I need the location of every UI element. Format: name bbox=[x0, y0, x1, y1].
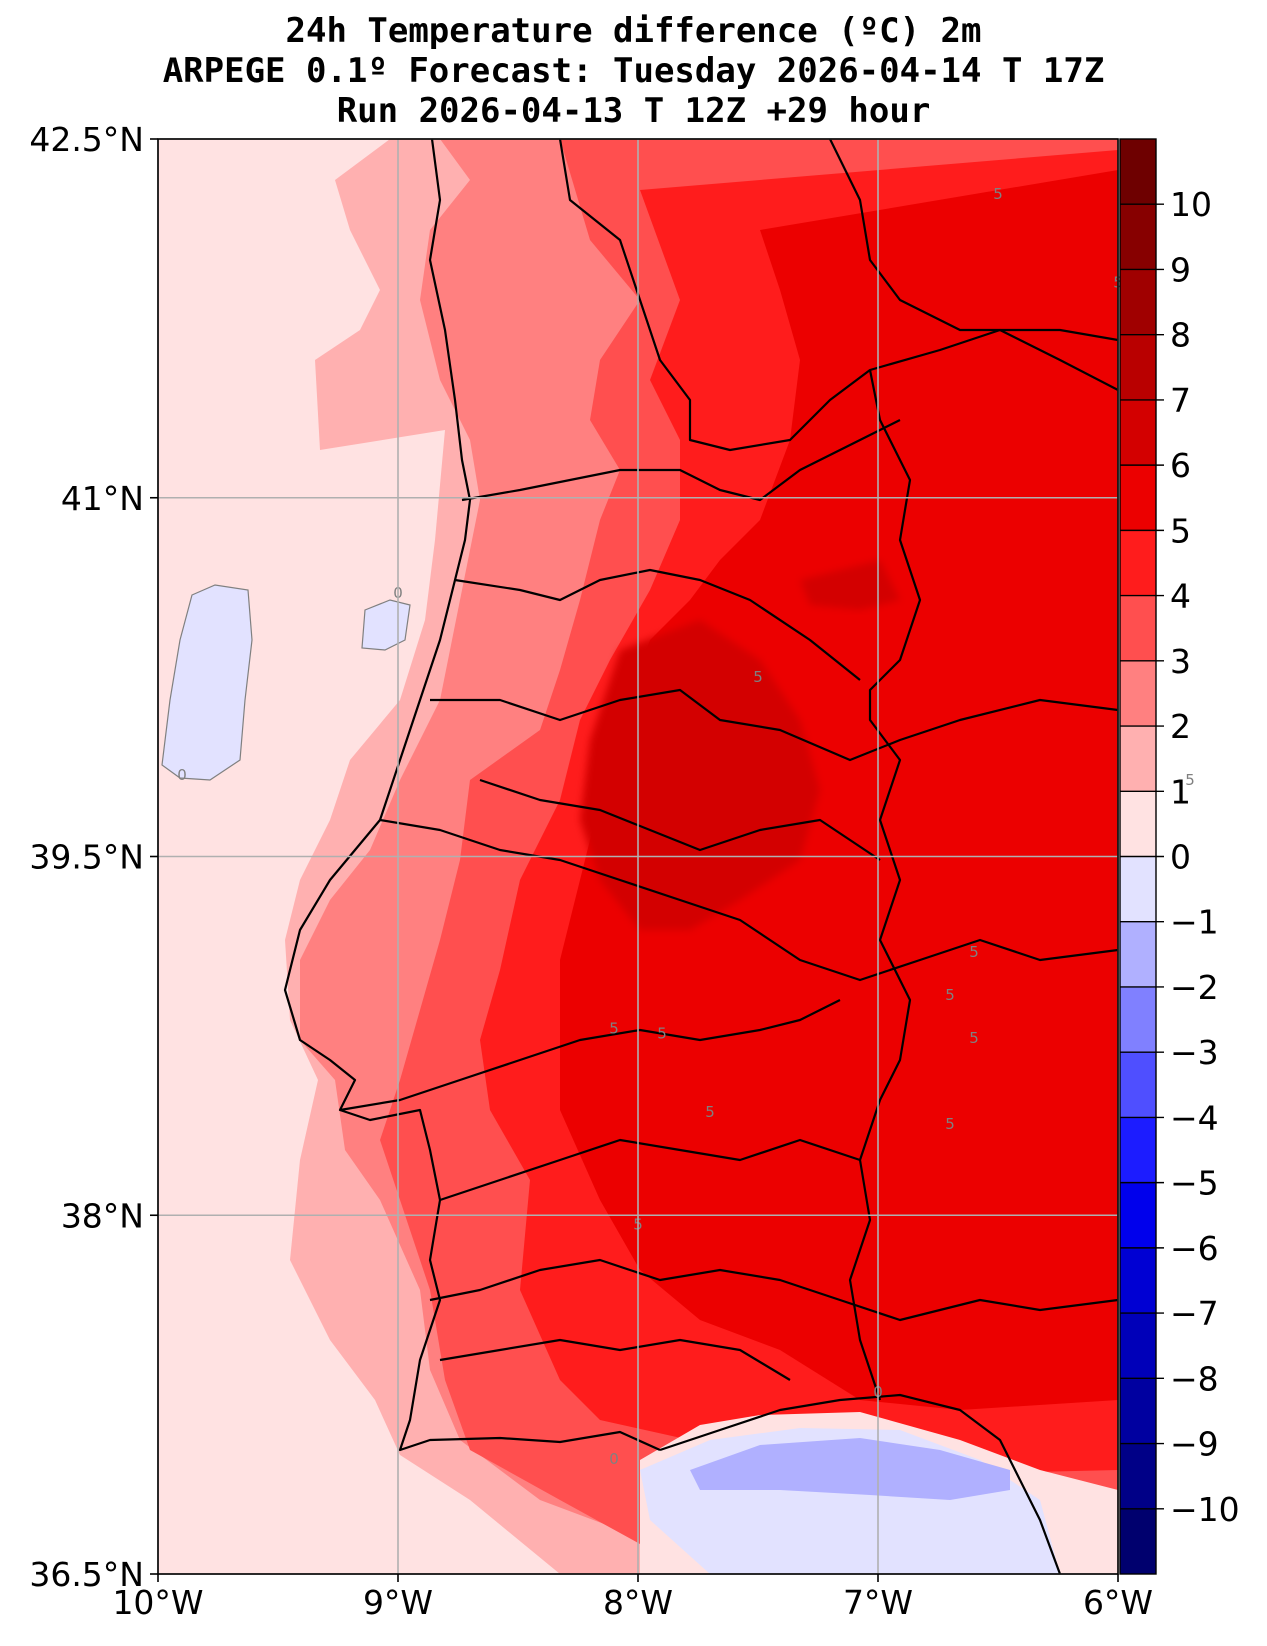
colorbar-label-17: −7 bbox=[1170, 1294, 1219, 1333]
border-district-4 bbox=[479, 778, 881, 861]
border-algarve bbox=[439, 1338, 791, 1381]
colorbar-segment-20 bbox=[1120, 1443, 1156, 1510]
colorbar-label-18: −8 bbox=[1170, 1359, 1219, 1398]
lat-tick-label-1: 41°N bbox=[61, 479, 144, 518]
colorbar-segment-2 bbox=[1120, 269, 1156, 336]
field-5-6 bbox=[560, 170, 1118, 1410]
colorbar-label-7: 3 bbox=[1170, 642, 1191, 681]
contour-label-8: 5 bbox=[657, 1024, 667, 1042]
colorbar-label-1: 9 bbox=[1170, 250, 1191, 289]
colorbar-segment-21 bbox=[1120, 1508, 1156, 1575]
colorbar-label-16: −6 bbox=[1170, 1229, 1219, 1268]
lat-tick-label-4: 36.5°N bbox=[29, 1555, 144, 1594]
borders bbox=[283, 139, 1118, 1574]
title-line-1: 24h Temperature difference (ºC) 2m bbox=[285, 11, 982, 51]
colorbar-segment-0 bbox=[1120, 139, 1156, 205]
field-6-7-north bbox=[800, 560, 900, 610]
lon-tick-label-1: 9°W bbox=[363, 1583, 433, 1622]
colorbar-segment-11 bbox=[1120, 856, 1156, 923]
border-district-6 bbox=[339, 999, 841, 1112]
colorbar-label-13: −3 bbox=[1170, 1033, 1219, 1072]
contour-label-4: 5 bbox=[969, 943, 979, 961]
coastline-west bbox=[283, 139, 661, 1452]
colorbar-label-12: −2 bbox=[1170, 968, 1219, 1007]
contour-label-7: 5 bbox=[609, 1019, 619, 1037]
colorbar-segment-9 bbox=[1120, 726, 1156, 792]
border-district-1 bbox=[461, 419, 901, 502]
colorbar-segment-6 bbox=[1120, 530, 1156, 597]
colorbar-segment-7 bbox=[1120, 595, 1156, 662]
colorbar-label-8: 2 bbox=[1170, 707, 1191, 746]
colorbar-segment-14 bbox=[1120, 1052, 1156, 1118]
border-minho-galicia bbox=[558, 139, 1118, 452]
lat-tick-label-0: 42.5°N bbox=[29, 120, 144, 159]
colorbar-label-15: −5 bbox=[1170, 1164, 1219, 1203]
contour-label-5: 5 bbox=[969, 1029, 979, 1047]
colorbar-label-6: 4 bbox=[1170, 577, 1191, 616]
colorbar-label-14: −4 bbox=[1170, 1098, 1219, 1137]
colorbar-segment-15 bbox=[1120, 1117, 1156, 1184]
colorbar-label-19: −9 bbox=[1170, 1425, 1219, 1464]
title-line-3: Run 2026-04-13 T 12Z +29 hour bbox=[336, 91, 931, 131]
colorbar-segment-12 bbox=[1120, 921, 1156, 988]
contour-label-11: 5 bbox=[993, 185, 1003, 203]
border-district-3 bbox=[430, 688, 1118, 762]
colorbar-label-0: 10 bbox=[1170, 185, 1212, 224]
colorbar-label-11: −1 bbox=[1170, 903, 1219, 942]
lat-tick-label-3: 38°N bbox=[61, 1196, 144, 1235]
lat-tick-label-2: 39.5°N bbox=[29, 838, 144, 877]
colorbar-segment-5 bbox=[1120, 465, 1156, 531]
border-spain bbox=[848, 369, 922, 1401]
contour-label-10: 5 bbox=[945, 1115, 955, 1133]
border-trasosmontes bbox=[829, 139, 1118, 342]
lon-tick-label-2: 8°W bbox=[603, 1583, 673, 1622]
lon-tick-label-0: 10°W bbox=[112, 1583, 203, 1622]
contour-label-0: 0 bbox=[177, 766, 187, 784]
colorbar-segment-17 bbox=[1120, 1247, 1156, 1314]
colorbar-segment-1 bbox=[1120, 204, 1156, 270]
colorbar-segment-13 bbox=[1120, 986, 1156, 1053]
colorbar-label-9: 1 bbox=[1170, 772, 1191, 811]
lon-tick-label-3: 7°W bbox=[843, 1583, 913, 1622]
colorbar-label-2: 8 bbox=[1170, 316, 1191, 355]
coastline-south bbox=[659, 1393, 1062, 1574]
field-offshore-negative bbox=[161, 584, 253, 781]
contour-label-9: 5 bbox=[705, 1103, 715, 1121]
title-line-2: ARPEGE 0.1º Forecast: Tuesday 2026-04-14… bbox=[162, 51, 1105, 91]
axes: 42.5°N 41°N 39.5°N 38°N 36.5°N10°W 9°W 8°W 7°W 6… bbox=[29, 120, 1153, 1622]
contour-label-2: 5 bbox=[753, 668, 763, 686]
colorbar-segment-18 bbox=[1120, 1313, 1156, 1379]
border-district-8 bbox=[429, 1258, 1118, 1322]
border-district-5 bbox=[379, 818, 1118, 982]
field-minus-2-1 bbox=[690, 1438, 1010, 1500]
colorbar-label-20: −10 bbox=[1170, 1490, 1240, 1529]
colorbar-label-10: 0 bbox=[1170, 838, 1191, 877]
border-district-7 bbox=[439, 1138, 861, 1202]
colorbar-segment-19 bbox=[1120, 1378, 1156, 1445]
colorbar-label-5: 5 bbox=[1170, 511, 1191, 550]
colorbar-segment-10 bbox=[1120, 791, 1156, 857]
colorbar-label-4: 6 bbox=[1170, 446, 1191, 485]
colorbar-segment-8 bbox=[1120, 660, 1156, 727]
colorbar-label-3: 7 bbox=[1170, 381, 1191, 420]
colorbar-segment-3 bbox=[1120, 334, 1156, 401]
contour-label-15: 0 bbox=[609, 1450, 619, 1468]
contour-label-3: 5 bbox=[1185, 771, 1195, 789]
contour-label-6: 5 bbox=[945, 986, 955, 1004]
border-district-2 bbox=[454, 568, 861, 681]
colorbar-segment-4 bbox=[1120, 399, 1156, 466]
lon-tick-label-4: 6°W bbox=[1083, 1583, 1153, 1622]
colorbar-segment-16 bbox=[1120, 1182, 1156, 1249]
